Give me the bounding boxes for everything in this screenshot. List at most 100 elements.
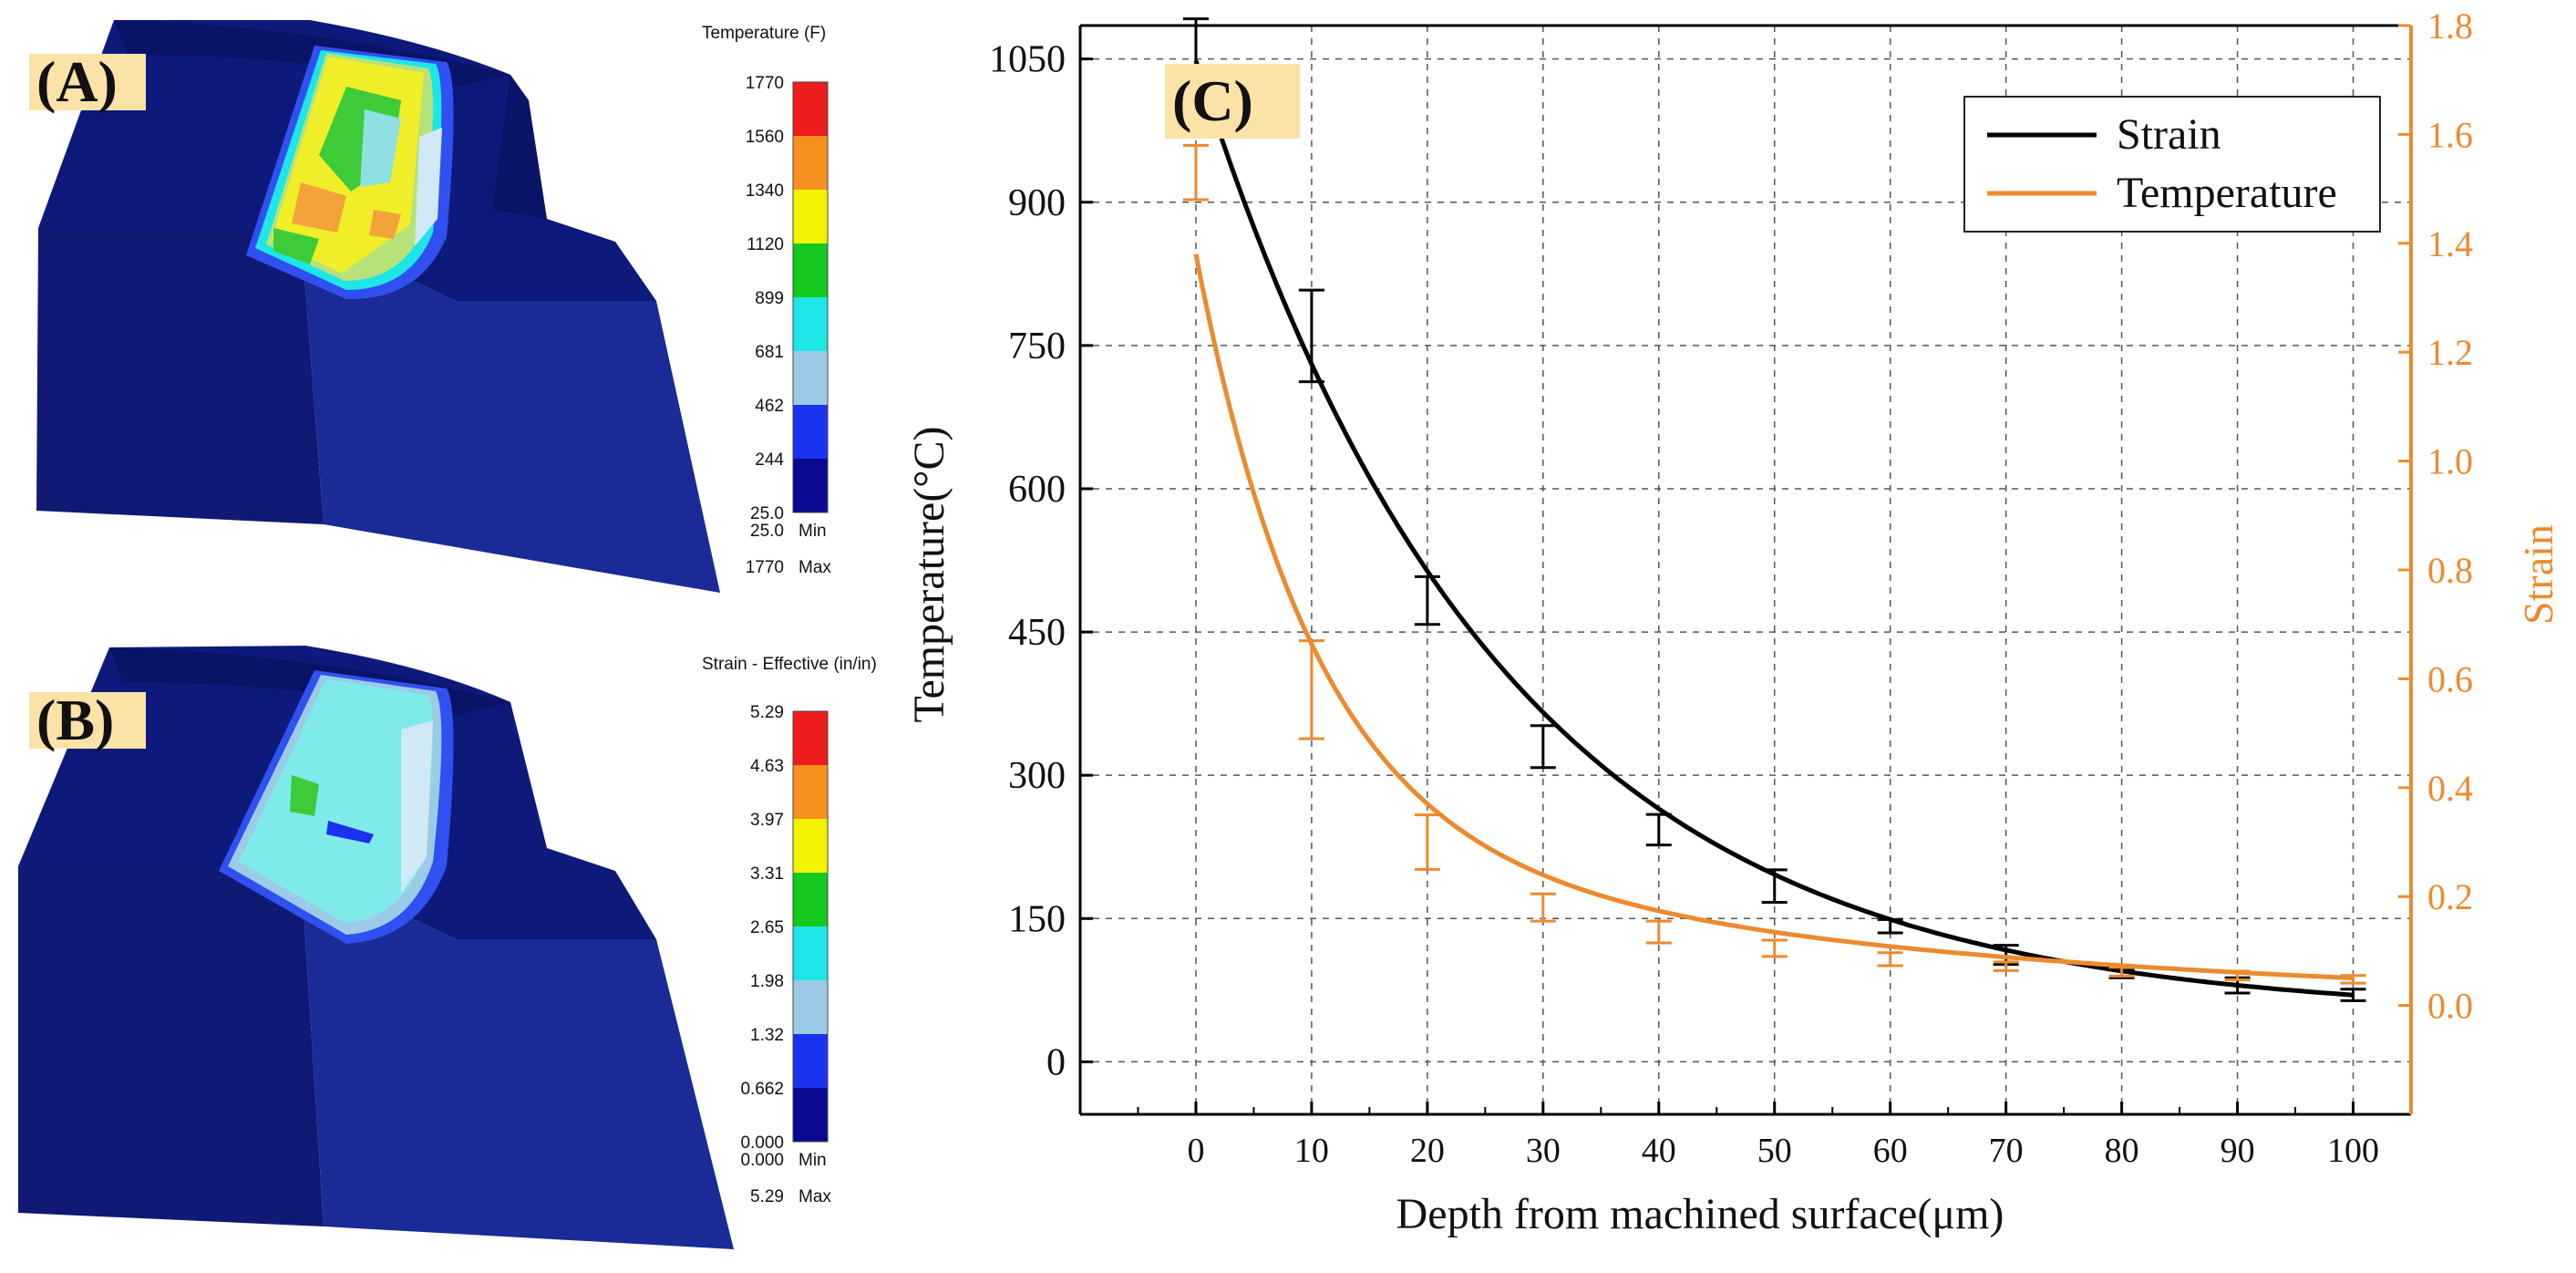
colorbar-tick-label: 244 (755, 450, 784, 470)
y2-axis-title: Strain (2515, 524, 2561, 625)
y2-tick-label: 0.0 (2427, 986, 2473, 1027)
colorbar-tick-label: 4.63 (750, 757, 784, 776)
colorbar-tick-label: 0.000 (740, 1133, 784, 1153)
colorbar-tick-label: 899 (755, 289, 784, 308)
panel-a-label-box (29, 54, 146, 110)
y2-tick-label: 1.4 (2427, 223, 2473, 264)
y2-tick-label: 0.6 (2427, 658, 2473, 699)
colorbar-tick-label: 1120 (747, 235, 784, 254)
error-bar-strain (1414, 574, 1440, 626)
x-tick-label: 10 (1294, 1132, 1329, 1170)
max-label: Max (799, 558, 831, 577)
error-bar-temperature (2340, 974, 2366, 985)
legend-label-strain: Strain (2117, 110, 2221, 159)
x-tick-label: 40 (1642, 1132, 1676, 1170)
y-tick-label: 0 (1046, 1041, 1066, 1083)
y-tick-label: 1050 (989, 39, 1066, 81)
min-value: 0.000 (740, 1151, 784, 1170)
max-value: 1770 (746, 558, 784, 577)
panel-c-label: (C) (1172, 68, 1253, 133)
y2-tick-label: 1.0 (2427, 441, 2473, 482)
error-bar-strain (1761, 868, 1788, 904)
colorbar-segment-2 (793, 765, 828, 819)
error-bar-temperature (2224, 969, 2251, 982)
colorbar-segment-6 (793, 351, 828, 405)
colorbar-tick-label: 1770 (746, 74, 784, 93)
error-bar-strain (1298, 288, 1324, 384)
panel-b-colorbar: 5.29 4.63 3.97 3.31 2.65 1.98 1.32 0.662 0.0000.… (740, 703, 831, 1206)
y-tick-label: 900 (1008, 182, 1066, 224)
x-tick-label: 100 (2327, 1132, 2379, 1170)
x-axis-title: Depth from machined surface(μm) (1396, 1190, 2004, 1238)
colorbar-tick-label: 3.31 (750, 864, 784, 884)
panel-b-label-box (29, 692, 146, 749)
colorbar-segment-1 (793, 711, 828, 765)
panel-b-model-render (18, 646, 734, 1249)
error-bar-temperature (1993, 960, 2019, 972)
colorbar-segment-7 (793, 405, 828, 459)
colorbar-tick-label: 1.98 (750, 972, 784, 991)
y2-tick-label: 1.6 (2427, 114, 2473, 155)
colorbar-frame (792, 81, 829, 513)
error-bar-temperature (1182, 143, 1209, 202)
colorbar-tick-label: 25.0 (750, 504, 784, 523)
y2-tick-label: 0.2 (2427, 876, 2473, 917)
colorbar-segment-5 (793, 297, 828, 351)
colorbar-tick-label: 5.29 (750, 703, 784, 722)
panel-b: (B) Strain - Effective (in/in) 5.29 4.63 3… (18, 646, 877, 1249)
panel-a: (A) Temperature (F) 1770 1560 1340 1120 899 6… (29, 20, 831, 593)
error-bar-strain (1530, 724, 1556, 770)
colorbar-segment-2 (793, 136, 828, 190)
y2-tick-label: 0.4 (2427, 768, 2473, 809)
legend-label-temperature: Temperature (2117, 169, 2337, 217)
colorbar-tick-label: 462 (755, 397, 784, 416)
x-tick-label: 80 (2105, 1132, 2139, 1170)
y-tick-label: 300 (1008, 755, 1066, 797)
panel-c-label-box (1165, 64, 1300, 139)
x-tick-label: 30 (1526, 1132, 1561, 1170)
colorbar-segment-4 (793, 873, 828, 926)
colorbar-tick-label: 0.662 (740, 1080, 784, 1099)
panel-a-model-render (36, 20, 720, 593)
panel-a-colorbar: 1770 1560 1340 1120 899 681 462 244 25.025.0 Min 1… (746, 74, 832, 577)
colorbar-tick-label: 3.97 (750, 811, 784, 830)
error-bar-temperature (2108, 966, 2135, 978)
y-axis-title: Temperature(°C) (905, 426, 953, 722)
colorbar-segment-5 (793, 926, 828, 980)
x-tick-label: 90 (2221, 1132, 2255, 1170)
colorbar-segment-6 (793, 980, 828, 1034)
colorbar-segment-7 (793, 1034, 828, 1088)
error-bar-strain (1645, 812, 1672, 847)
min-label: Min (799, 1151, 827, 1170)
colorbar-segment-3 (793, 819, 828, 873)
chart-legend: Strain Temperature (1963, 96, 2381, 233)
chart-series (1182, 17, 2366, 1002)
colorbar-tick-label: 681 (755, 343, 784, 362)
colorbar-frame (792, 710, 829, 1143)
panel-a-label: (A) (36, 49, 118, 114)
legend-box (1963, 96, 2381, 233)
panel-b-label: (B) (36, 688, 114, 752)
y-tick-label: 750 (1008, 326, 1066, 367)
colorbar-tick-label: 1560 (746, 128, 784, 147)
error-bar-temperature (1877, 951, 1903, 968)
series-line-temperature (1193, 254, 2354, 980)
y2-tick-label: 1.8 (2427, 5, 2473, 47)
y-tick-label: 600 (1008, 469, 1066, 511)
x-tick-label: 0 (1187, 1132, 1204, 1170)
max-value: 5.29 (750, 1187, 784, 1206)
colorbar-tick-label: 1340 (746, 181, 784, 201)
error-bar-temperature (1414, 813, 1440, 871)
colorbar-segment-8 (793, 459, 828, 512)
max-label: Max (799, 1187, 831, 1206)
min-label: Min (799, 522, 827, 541)
x-tick-label: 70 (1989, 1132, 2024, 1170)
chart-ticks: 015030045060075090010500.00.20.40.60.81.… (989, 5, 2473, 1170)
x-tick-label: 60 (1873, 1132, 1908, 1170)
y-tick-label: 450 (1008, 612, 1066, 654)
error-bar-temperature (1530, 892, 1556, 923)
error-bar-temperature (1298, 639, 1324, 740)
x-tick-label: 50 (1757, 1132, 1792, 1170)
y-tick-label: 150 (1008, 898, 1066, 940)
x-tick-label: 20 (1410, 1132, 1445, 1170)
